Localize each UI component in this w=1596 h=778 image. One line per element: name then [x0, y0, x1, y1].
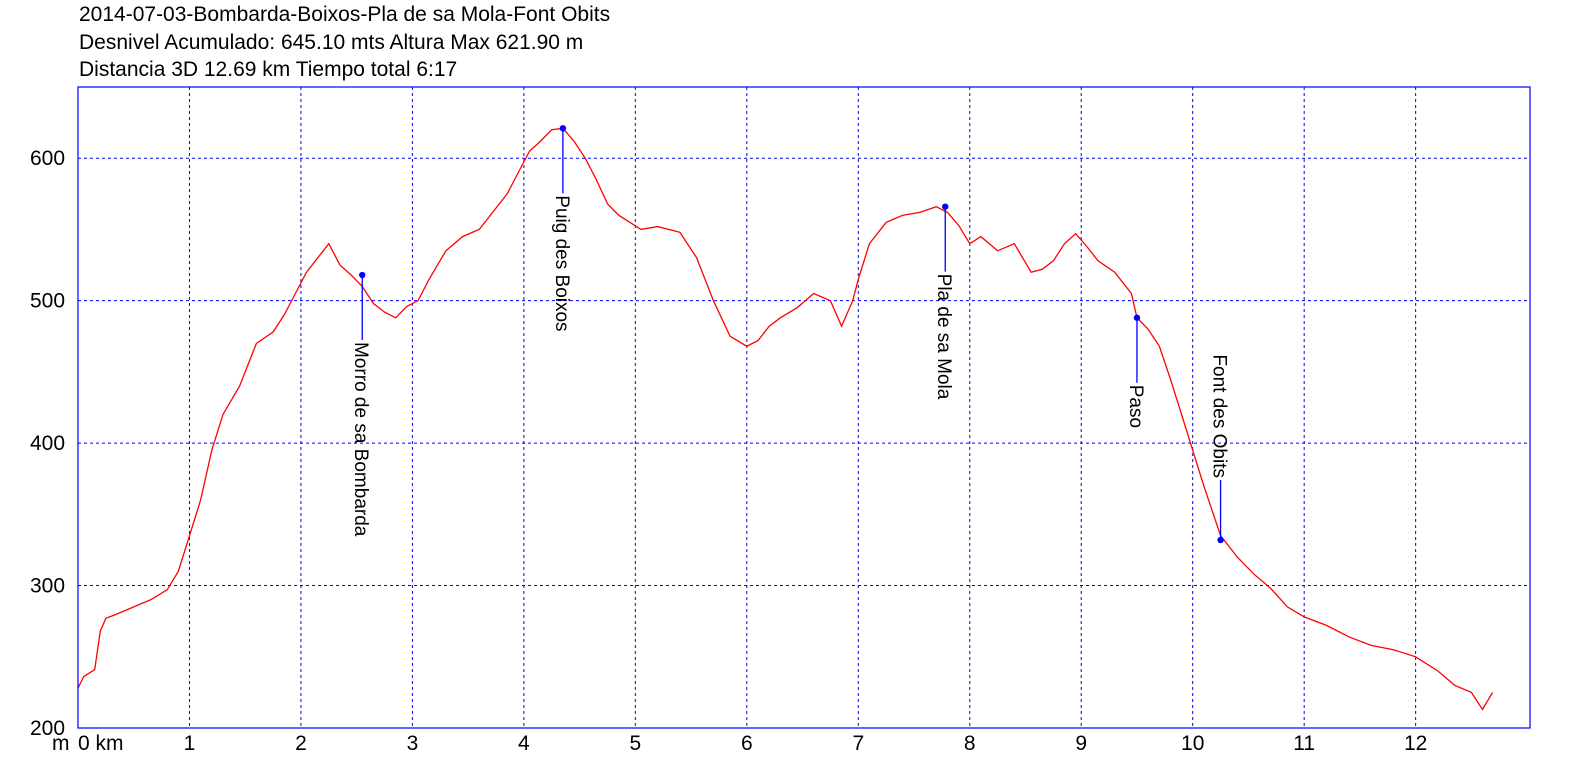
annotation-label: Paso	[1125, 385, 1146, 428]
y-unit-label: m	[52, 732, 70, 755]
elevation-line	[77, 127, 1494, 711]
grid-lines	[78, 87, 1530, 728]
x-axis-ticks: 1 2 3 4 5 6 7 8 9 10 11 12	[184, 732, 1428, 755]
chart-title-line-1: 2014-07-03-Bombarda-Boixos-Pla de sa Mol…	[79, 3, 611, 26]
y-tick-label: 300	[30, 575, 65, 598]
x-tick-label: 11	[1293, 732, 1315, 755]
annotation-marker	[359, 271, 366, 279]
x-unit-label: 0 km	[78, 732, 124, 755]
annotation-label: Pla de sa Mola	[933, 274, 954, 400]
x-tick-label: 3	[407, 732, 419, 755]
annotation-marker	[559, 125, 567, 132]
annotation-marker	[1217, 536, 1224, 544]
x-tick-label: 10	[1181, 732, 1204, 755]
plot-frame	[77, 86, 1531, 729]
point-annotations: Morro de sa Bombarda Puig des Boixos Pla d…	[350, 125, 1230, 544]
y-tick-label: 200	[30, 717, 65, 740]
y-axis-ticks: 200 300 400 500 600	[30, 147, 65, 740]
annotation-label: Puig des Boixos	[551, 195, 572, 331]
annotation-marker	[1133, 314, 1141, 321]
y-tick-label: 500	[30, 290, 65, 313]
x-tick-label: 12	[1404, 732, 1427, 755]
x-tick-label: 8	[964, 732, 976, 755]
chart-title-line-3: Distancia 3D 12.69 km Tiempo total 6:17	[79, 58, 458, 81]
x-tick-label: 2	[295, 732, 307, 755]
y-tick-label: 600	[30, 147, 65, 170]
x-tick-label: 1	[184, 732, 196, 755]
chart-title-line-2: Desnivel Acumulado: 645.10 mts Altura Ma…	[79, 31, 584, 54]
annotation-marker	[942, 203, 949, 210]
annotation-label: Font des Obits	[1209, 354, 1230, 478]
x-tick-label: 6	[741, 732, 753, 755]
x-tick-label: 4	[518, 732, 530, 755]
annotation-label: Morro de sa Bombarda	[350, 342, 371, 537]
x-tick-label: 9	[1075, 732, 1087, 755]
x-tick-label: 7	[852, 732, 864, 755]
x-tick-label: 5	[630, 732, 642, 755]
y-tick-label: 400	[30, 432, 65, 455]
